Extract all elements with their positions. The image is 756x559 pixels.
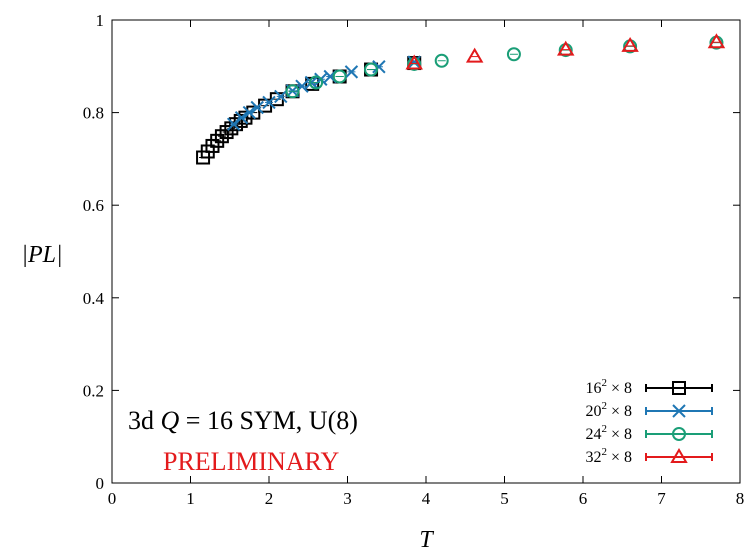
circle-marker — [285, 84, 300, 99]
series-group — [285, 35, 724, 99]
cross-marker — [407, 55, 421, 69]
legend-label: 202 × 8 — [585, 400, 632, 420]
x-tick-label: 5 — [500, 489, 509, 508]
data-marks — [196, 33, 726, 165]
cross-marker — [262, 95, 276, 110]
legend-square-marker — [672, 381, 686, 395]
y-axis-label: |PL| — [21, 242, 62, 268]
y-tick-label: 0.4 — [83, 289, 105, 308]
triangle-marker — [621, 36, 639, 52]
cross-marker — [274, 89, 288, 104]
circle-marker — [506, 47, 521, 62]
circle-marker — [332, 69, 347, 84]
cross-marker — [304, 75, 319, 90]
legend-label-sup: 2 — [601, 400, 607, 412]
legend-label-base: 16 — [585, 380, 601, 397]
legend-circle-marker — [672, 427, 686, 441]
legend-label-rest: × 8 — [607, 426, 632, 443]
x-tick-label: 6 — [579, 489, 588, 508]
triangle-marker — [465, 47, 484, 63]
legend-triangle-marker — [670, 448, 688, 463]
legend-label-base: 20 — [585, 403, 601, 420]
x-axis-label: T — [419, 527, 434, 553]
square-marker — [210, 133, 225, 148]
legend-label-base: 32 — [585, 449, 601, 466]
legend-label: 162 × 8 — [585, 377, 632, 397]
y-tick-label: 0.6 — [83, 196, 104, 215]
square-marker — [233, 113, 248, 128]
annotation-post: = 16 SYM, U(8) — [179, 406, 358, 435]
legend-label-sup: 2 — [601, 423, 607, 435]
cross-marker — [250, 100, 264, 115]
triangle-marker — [405, 54, 423, 70]
annotation-q: Q — [161, 406, 180, 435]
cross-marker — [242, 105, 257, 120]
cross-marker — [234, 110, 249, 125]
circle-marker — [364, 62, 379, 77]
x-tick-label: 4 — [422, 489, 431, 508]
axis-ticks: 0 1 2 3 4 5 6 7 8 0 0.2 0.4 0.6 0.8 1 — [83, 11, 745, 508]
x-tick-label: 8 — [736, 489, 745, 508]
cross-marker — [344, 65, 359, 79]
x-tick-label: 7 — [657, 489, 666, 508]
square-marker — [214, 129, 229, 144]
square-marker — [219, 125, 234, 140]
x-tick-label: 0 — [108, 489, 117, 508]
cross-marker — [372, 60, 386, 74]
triangle-marker — [556, 40, 575, 56]
circle-marker — [434, 53, 449, 68]
legend-label-sup: 2 — [601, 446, 607, 458]
y-tick-label: 1 — [96, 11, 105, 30]
legend-label: 242 × 8 — [585, 423, 632, 443]
series-group — [405, 33, 726, 70]
legend-cross-marker — [672, 404, 686, 418]
legend-label-rest: × 8 — [607, 403, 632, 420]
y-tick-label: 0.2 — [83, 381, 104, 400]
legend-label-sup: 2 — [601, 377, 607, 389]
preliminary-label: PRELIMINARY — [163, 447, 339, 476]
legend-label-base: 24 — [585, 426, 601, 443]
series-group — [196, 56, 422, 165]
legend-label: 322 × 8 — [585, 446, 632, 466]
x-tick-label: 2 — [265, 489, 274, 508]
legend-label-rest: × 8 — [607, 380, 632, 397]
chart-annotation: 3d Q = 16 SYM, U(8) — [128, 406, 358, 435]
triangle-marker — [707, 33, 726, 49]
x-tick-label: 1 — [186, 489, 195, 508]
annotation-pre: 3d — [128, 406, 161, 435]
y-tick-label: 0 — [96, 474, 105, 493]
legend-label-rest: × 8 — [607, 449, 632, 466]
y-tick-label: 0.8 — [83, 104, 104, 123]
x-tick-label: 3 — [343, 489, 352, 508]
circle-marker — [309, 75, 324, 90]
